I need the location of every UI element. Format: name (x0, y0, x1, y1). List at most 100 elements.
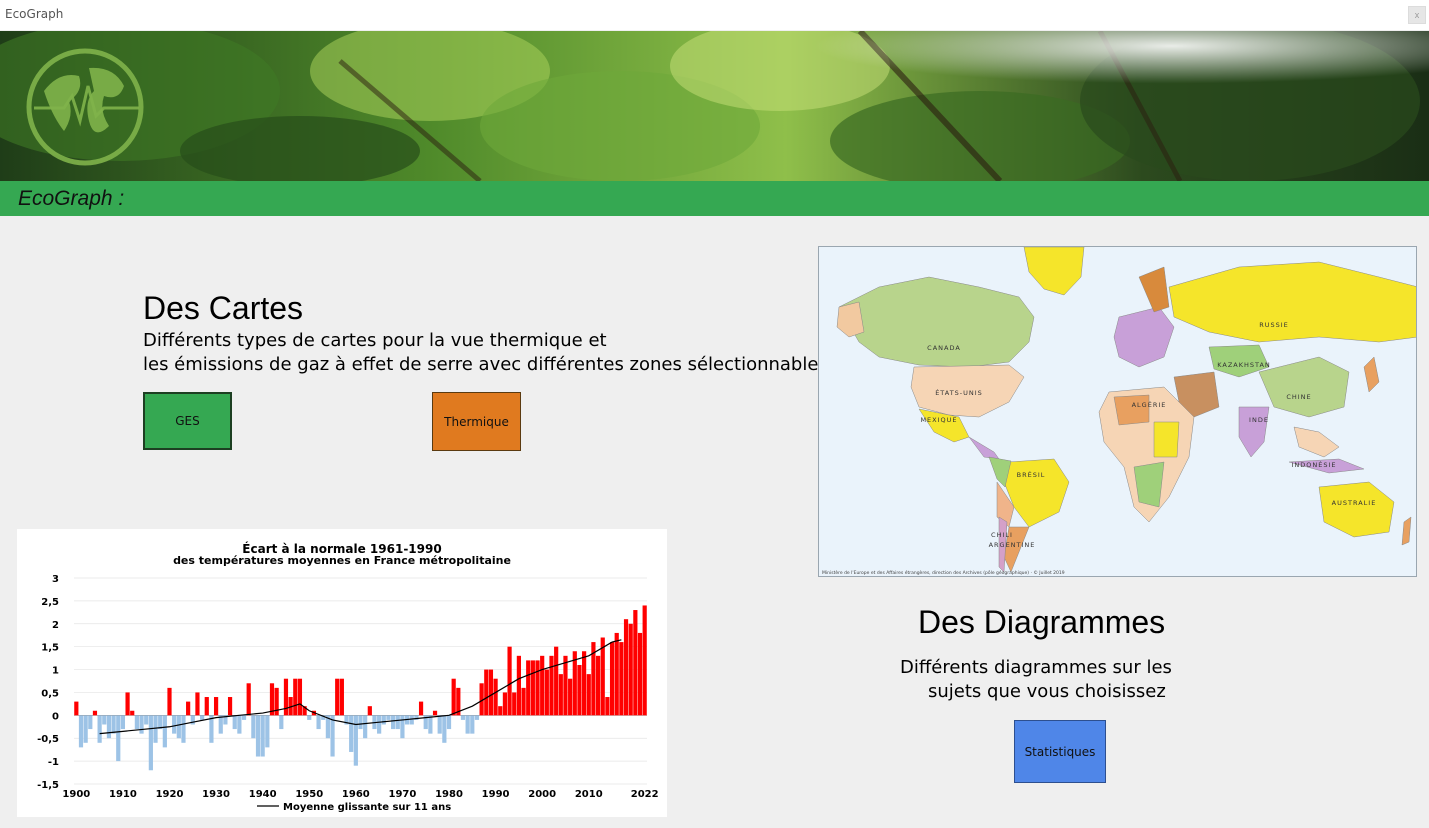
bar-1989 (488, 669, 494, 716)
close-button[interactable]: x (1408, 6, 1426, 24)
bar-2001 (544, 669, 549, 716)
app-brand: EcoGraph : (18, 187, 125, 210)
ges-button[interactable]: GES (143, 392, 232, 450)
bar-2007 (572, 651, 577, 716)
thermal-button[interactable]: Thermique (432, 392, 521, 451)
bar-2003 (554, 646, 559, 716)
bar-1979 (442, 715, 447, 743)
bar-2016 (614, 632, 619, 716)
bar-1996 (521, 687, 526, 716)
bar-1913 (134, 715, 139, 730)
bar-1967 (386, 715, 391, 720)
bar-1923 (181, 715, 186, 743)
map-credit: Ministère de l'Europe et des Affaires ét… (822, 569, 1065, 576)
bar-1970 (400, 715, 405, 739)
bar-1974 (418, 701, 424, 716)
bar-1994 (512, 692, 517, 716)
bar-1909 (116, 715, 121, 762)
diagrams-title: Des Diagrammes (918, 604, 1166, 640)
bar-1942 (269, 683, 275, 716)
bar-1905 (97, 715, 102, 743)
bar-1940 (260, 715, 265, 757)
bar-1904 (92, 710, 98, 716)
bar-1929 (209, 715, 214, 743)
bar-1988 (484, 669, 489, 716)
bar-1946 (288, 697, 293, 716)
maps-description-line2: les émissions de gaz à effet de serre av… (143, 354, 834, 375)
bar-1928 (204, 697, 209, 716)
bar-1921 (172, 715, 177, 734)
bar-1954 (325, 715, 330, 739)
y-tick-label: -1 (48, 757, 59, 768)
bar-1992 (502, 692, 508, 716)
bar-1916 (148, 715, 153, 771)
y-tick-label: 1 (52, 666, 59, 677)
bar-1938 (251, 715, 256, 739)
bar-2021 (637, 632, 643, 716)
bar-1945 (283, 678, 289, 716)
bar-1995 (516, 655, 521, 716)
bar-1911 (125, 692, 130, 716)
bar-1914 (139, 715, 144, 734)
bar-1953 (321, 715, 326, 720)
bar-1983 (460, 715, 466, 720)
x-tick-label: 1940 (249, 789, 277, 800)
bar-2000 (540, 655, 545, 716)
bar-1977 (432, 710, 438, 716)
bar-1934 (232, 715, 237, 730)
chart-title: Écart à la normale 1961-1990 (242, 541, 441, 556)
bar-1903 (88, 715, 93, 730)
window-title: EcoGraph (5, 7, 64, 21)
bar-1986 (474, 715, 480, 720)
bar-1939 (255, 715, 261, 757)
bar-1944 (279, 715, 284, 730)
map-label: ALGÉRIE (1132, 400, 1167, 409)
bar-1933 (227, 697, 233, 716)
statistics-button[interactable]: Statistiques (1014, 720, 1106, 783)
map-label: CANADA (927, 344, 961, 352)
bar-2010 (586, 674, 591, 716)
bar-1981 (451, 678, 456, 716)
bar-1908 (111, 715, 116, 734)
map-label: INDONÉSIE (1291, 460, 1336, 469)
x-tick-label: 1920 (156, 789, 184, 800)
bar-2019 (628, 623, 633, 716)
x-tick-label: 1960 (342, 789, 370, 800)
bar-1924 (186, 701, 191, 716)
bar-2002 (549, 655, 554, 716)
bar-1952 (316, 715, 321, 730)
map-label: INDE (1249, 416, 1269, 424)
bar-1927 (200, 715, 205, 720)
maps-title: Des Cartes (143, 290, 304, 326)
y-tick-label: 0,5 (41, 688, 59, 699)
world-map-image: CANADA ÉTATS-UNIS MEXIQUE BRÉSIL ARGENTINE CH… (818, 246, 1417, 577)
bar-1935 (237, 715, 242, 734)
x-tick-label: 1970 (389, 789, 417, 800)
bar-2011 (591, 642, 596, 716)
ecograph-logo-icon (26, 48, 144, 166)
bar-2012 (595, 655, 601, 716)
bar-1919 (162, 715, 167, 748)
app-header-bar: EcoGraph : (0, 181, 1429, 216)
diagrams-description-line2: sujets que vous choisissez (928, 681, 1166, 702)
bar-1925 (190, 715, 195, 725)
map-label: ÉTATS-UNIS (935, 388, 983, 397)
x-tick-label: 2010 (575, 789, 603, 800)
bar-1930 (213, 697, 219, 716)
bar-1969 (395, 715, 400, 730)
bar-2015 (609, 642, 615, 716)
bar-1950 (307, 715, 312, 720)
y-tick-label: 2,5 (41, 597, 59, 608)
bar-2014 (605, 697, 610, 716)
bar-1947 (293, 678, 298, 716)
bar-1949 (302, 706, 307, 716)
bar-1958 (344, 715, 349, 725)
y-tick-label: 2 (52, 620, 59, 631)
bar-1993 (507, 646, 512, 716)
map-label: RUSSIE (1259, 321, 1289, 329)
title-bar: EcoGraph x (0, 0, 1429, 30)
bar-1972 (409, 715, 414, 725)
bar-2013 (600, 637, 605, 716)
chart-subtitle: des températures moyennes en France métr… (173, 554, 511, 567)
temperature-anomaly-chart: Écart à la normale 1961-1990 des tempéra… (17, 529, 667, 817)
